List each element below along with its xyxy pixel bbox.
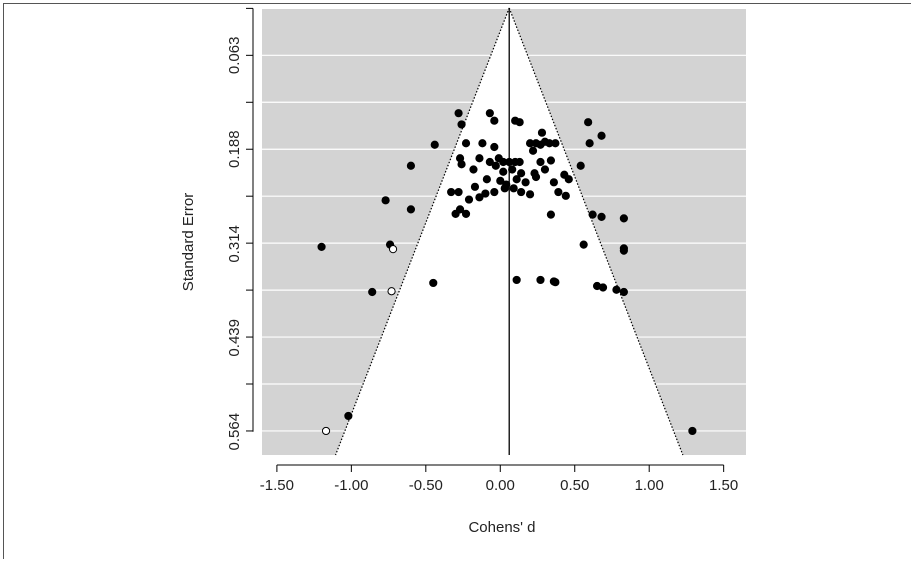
- study-point: [509, 184, 518, 193]
- y-tick-label: 0.188: [226, 130, 243, 168]
- study-point: [470, 182, 480, 191]
- study-point: [430, 140, 439, 149]
- y-tick-label: 0.063: [226, 37, 243, 75]
- study-point: [521, 178, 530, 187]
- y-tick-label: 0.439: [226, 319, 243, 357]
- study-point: [536, 157, 545, 167]
- study-point: [500, 184, 509, 193]
- study-point: [481, 189, 490, 198]
- y-axis-title: Standard Error: [180, 193, 197, 291]
- study-point: [317, 242, 326, 252]
- study-point: [368, 287, 377, 297]
- study-point: [447, 187, 456, 197]
- study-point: [688, 426, 697, 436]
- study-point: [551, 139, 560, 148]
- study-point: [597, 131, 606, 140]
- study-point: [482, 175, 491, 184]
- x-tick-label: -1.50: [260, 477, 294, 494]
- study-point: [457, 120, 466, 129]
- study-point: [457, 160, 466, 169]
- x-tick-label: 0.00: [486, 477, 515, 494]
- study-point: [561, 191, 570, 200]
- study-point: [515, 157, 524, 167]
- study-point: [406, 161, 416, 170]
- axes: -1.50 -1.00 -0.50 0.00 0.50 1.00 1.50 0.063 0.18…: [226, 7, 738, 494]
- x-tick-label: -0.50: [409, 477, 443, 494]
- study-point: [406, 205, 416, 214]
- study-point: [461, 139, 471, 148]
- study-point: [549, 178, 558, 187]
- study-point: [491, 161, 500, 170]
- study-point: [576, 161, 585, 170]
- study-point: [508, 165, 517, 174]
- study-point: [515, 118, 524, 127]
- study-point: [588, 210, 597, 219]
- figure-frame: [3, 3, 911, 559]
- study-point: [512, 275, 521, 285]
- x-tick-label: 1.00: [635, 477, 664, 494]
- study-point: [537, 128, 547, 137]
- study-point: [461, 209, 471, 218]
- study-point: [564, 175, 573, 184]
- study-point: [381, 196, 390, 205]
- study-point: [619, 246, 628, 255]
- study-point: [490, 187, 499, 197]
- imputed-study-point: [321, 426, 331, 436]
- study-point: [554, 187, 563, 197]
- study-point: [499, 167, 508, 176]
- imputed-study-point: [387, 287, 396, 296]
- study-point: [454, 109, 463, 118]
- study-point: [344, 411, 353, 421]
- study-point: [536, 275, 545, 285]
- study-point: [598, 283, 608, 292]
- study-point: [512, 175, 521, 184]
- study-point: [454, 187, 463, 197]
- study-point: [597, 212, 606, 221]
- study-point: [540, 165, 550, 174]
- funnel-right-edge: [508, 7, 684, 456]
- plot-area: [262, 7, 746, 456]
- x-axis-title: Cohens' d: [468, 519, 535, 536]
- study-point: [528, 146, 538, 155]
- study-point: [469, 165, 478, 174]
- y-tick-label: 0.314: [226, 225, 243, 263]
- study-point: [475, 154, 484, 163]
- x-tick-label: 0.50: [560, 477, 589, 494]
- study-point: [531, 172, 541, 182]
- study-point: [490, 142, 499, 152]
- study-point: [451, 209, 460, 218]
- study-point: [585, 139, 594, 148]
- funnel-left-edge: [334, 7, 510, 456]
- study-point: [478, 139, 487, 148]
- study-point: [584, 118, 593, 127]
- study-point: [485, 157, 494, 167]
- x-tick-label: 1.50: [709, 477, 738, 494]
- study-point: [525, 190, 535, 199]
- study-point: [546, 156, 556, 165]
- study-point: [475, 193, 484, 202]
- study-point: [551, 278, 560, 287]
- y-tick-label: 0.564: [226, 413, 243, 451]
- study-point: [579, 240, 588, 249]
- study-point: [464, 195, 474, 204]
- study-point: [536, 140, 545, 149]
- study-point: [490, 116, 499, 125]
- study-point: [496, 176, 505, 185]
- study-point: [517, 187, 526, 197]
- study-point: [429, 278, 438, 288]
- study-point: [612, 285, 621, 294]
- study-point: [619, 287, 628, 297]
- x-tick-label: -1.00: [334, 477, 368, 494]
- study-point: [546, 210, 556, 219]
- imputed-study-point: [388, 245, 398, 254]
- study-point: [485, 109, 494, 118]
- study-point: [619, 214, 628, 223]
- study-point: [517, 169, 526, 178]
